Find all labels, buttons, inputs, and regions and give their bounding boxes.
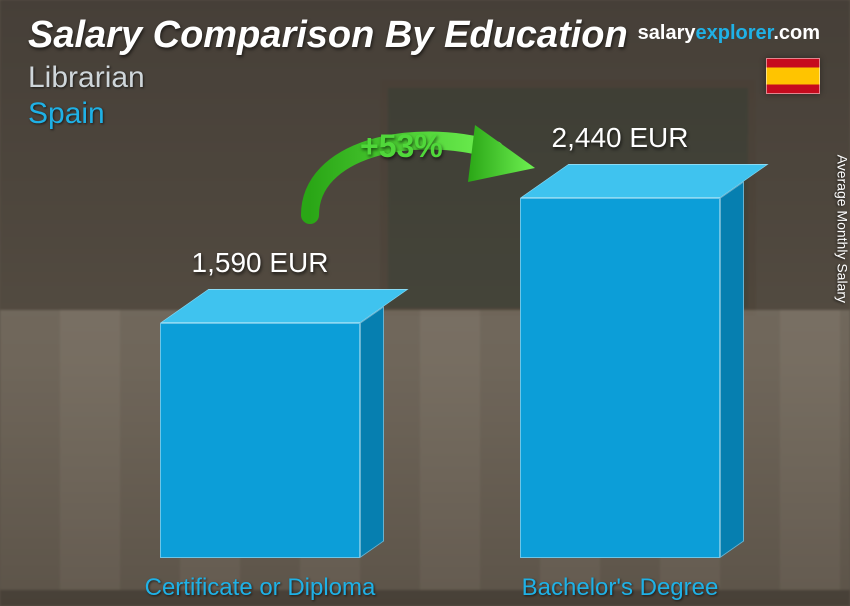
increase-percent: +53%: [360, 128, 443, 165]
bar-label: Bachelor's Degree: [470, 574, 770, 602]
bar-face: [160, 323, 360, 558]
y-axis-label: Average Monthly Salary: [834, 155, 850, 303]
bar-label: Certificate or Diploma: [110, 574, 410, 602]
brand-part3: .com: [773, 22, 820, 44]
subtitle-occupation: Librarian: [28, 61, 822, 95]
brand-part2: explorer: [695, 22, 773, 44]
bar-face: [520, 198, 720, 558]
bar-side: [360, 306, 384, 558]
brand-logo: salaryexplorer.com: [638, 22, 820, 45]
bar-side: [720, 181, 744, 558]
bar-value: 1,590 EUR: [130, 247, 390, 279]
brand-part1: salary: [638, 22, 696, 44]
spain-flag-icon: [766, 58, 820, 94]
